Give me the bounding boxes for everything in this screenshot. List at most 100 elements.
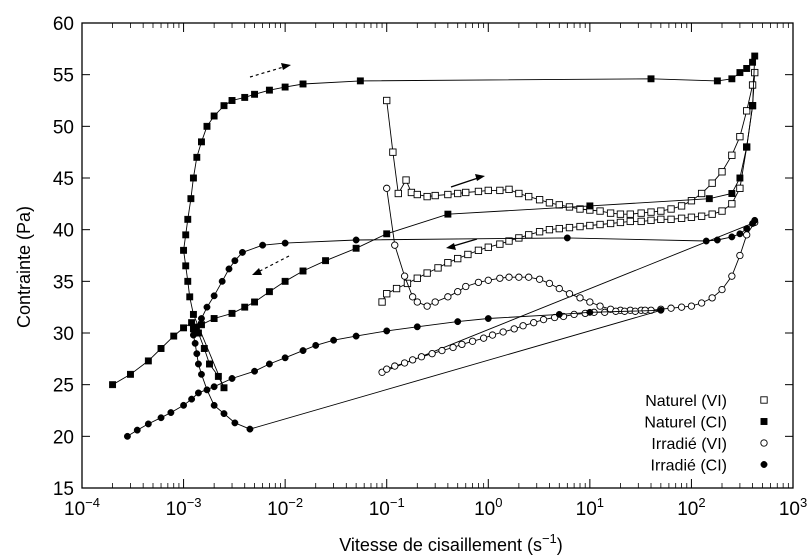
data-point xyxy=(241,303,249,311)
data-point xyxy=(637,209,645,217)
series-3 xyxy=(123,216,759,440)
data-point xyxy=(637,217,645,226)
data-point xyxy=(408,293,417,301)
x-tick-label: 103 xyxy=(779,495,807,520)
data-point xyxy=(127,370,134,378)
solid-arrow-mid-right-head xyxy=(475,174,485,181)
data-point xyxy=(462,188,470,197)
data-point xyxy=(203,303,211,311)
data-point xyxy=(728,272,736,280)
data-point xyxy=(189,310,197,318)
y-tick-label: 55 xyxy=(53,66,74,87)
data-point xyxy=(488,331,497,339)
data-point xyxy=(428,350,436,358)
data-point xyxy=(228,309,236,317)
data-point xyxy=(193,153,201,161)
dashed-arrow-lower xyxy=(255,255,290,274)
data-point xyxy=(505,237,513,245)
data-point xyxy=(383,327,391,335)
data-point xyxy=(413,323,421,331)
data-point xyxy=(400,359,409,367)
data-point xyxy=(189,174,197,182)
data-point xyxy=(157,414,165,422)
data-point xyxy=(565,223,574,232)
data-point xyxy=(167,409,175,417)
data-point xyxy=(378,298,386,306)
data-point xyxy=(496,186,504,195)
data-point xyxy=(667,304,675,312)
data-point xyxy=(144,420,152,428)
data-point xyxy=(555,201,563,209)
data-point xyxy=(220,102,228,110)
data-point xyxy=(203,122,211,130)
data-point xyxy=(677,202,686,210)
y-axis-label: Contrainte (Pa) xyxy=(14,206,34,328)
data-point xyxy=(657,207,665,215)
series-1 xyxy=(109,52,759,392)
data-point xyxy=(555,284,563,293)
data-point xyxy=(265,86,273,94)
data-point xyxy=(210,401,218,409)
data-point xyxy=(484,315,492,322)
data-point xyxy=(565,290,574,298)
data-point xyxy=(231,419,239,427)
data-point xyxy=(265,360,273,368)
data-point xyxy=(188,395,196,403)
data-point xyxy=(281,354,289,362)
y-tick-label: 20 xyxy=(53,427,74,448)
data-point xyxy=(697,299,706,307)
data-point xyxy=(657,306,665,314)
data-point xyxy=(198,315,205,322)
data-point xyxy=(383,290,391,298)
data-point xyxy=(535,196,544,204)
data-point xyxy=(383,365,391,373)
data-point xyxy=(616,210,625,218)
data-point xyxy=(713,236,721,244)
solid-arrow-mid-left-head xyxy=(446,243,456,250)
data-point xyxy=(407,188,416,197)
data-point xyxy=(751,216,759,224)
data-point xyxy=(184,215,192,223)
data-point xyxy=(198,138,205,146)
data-point xyxy=(647,216,655,225)
data-point xyxy=(596,207,604,215)
data-point xyxy=(408,356,417,364)
data-point xyxy=(392,284,401,293)
dashed-arrow-upper xyxy=(249,65,288,78)
data-point xyxy=(194,389,202,397)
data-point xyxy=(667,215,675,223)
data-point xyxy=(647,75,655,83)
data-point xyxy=(220,410,228,418)
x-tick-label: 102 xyxy=(677,495,705,520)
data-point xyxy=(241,93,249,101)
data-point xyxy=(570,310,578,319)
data-point xyxy=(687,197,696,205)
data-point xyxy=(743,107,751,115)
data-point xyxy=(576,205,584,213)
data-point xyxy=(246,425,254,433)
data-point xyxy=(417,353,426,361)
data-point xyxy=(394,189,402,198)
data-point xyxy=(708,210,716,218)
series-2 xyxy=(378,184,759,376)
data-point xyxy=(530,319,538,327)
data-point xyxy=(510,325,518,333)
data-point xyxy=(444,259,452,267)
data-point xyxy=(535,228,544,236)
data-point xyxy=(123,432,131,440)
data-point xyxy=(220,384,228,392)
data-point xyxy=(251,90,259,98)
data-point xyxy=(449,343,457,352)
data-point xyxy=(251,367,259,375)
data-point xyxy=(586,221,594,230)
data-point xyxy=(736,174,744,182)
data-point xyxy=(109,381,117,389)
data-point xyxy=(728,233,736,241)
data-point xyxy=(687,302,696,310)
data-point xyxy=(210,112,218,120)
data-point xyxy=(596,220,604,229)
data-point xyxy=(214,372,222,380)
data-point xyxy=(454,318,462,326)
dashed-arrow-upper-head xyxy=(281,63,291,70)
data-point xyxy=(708,179,716,187)
